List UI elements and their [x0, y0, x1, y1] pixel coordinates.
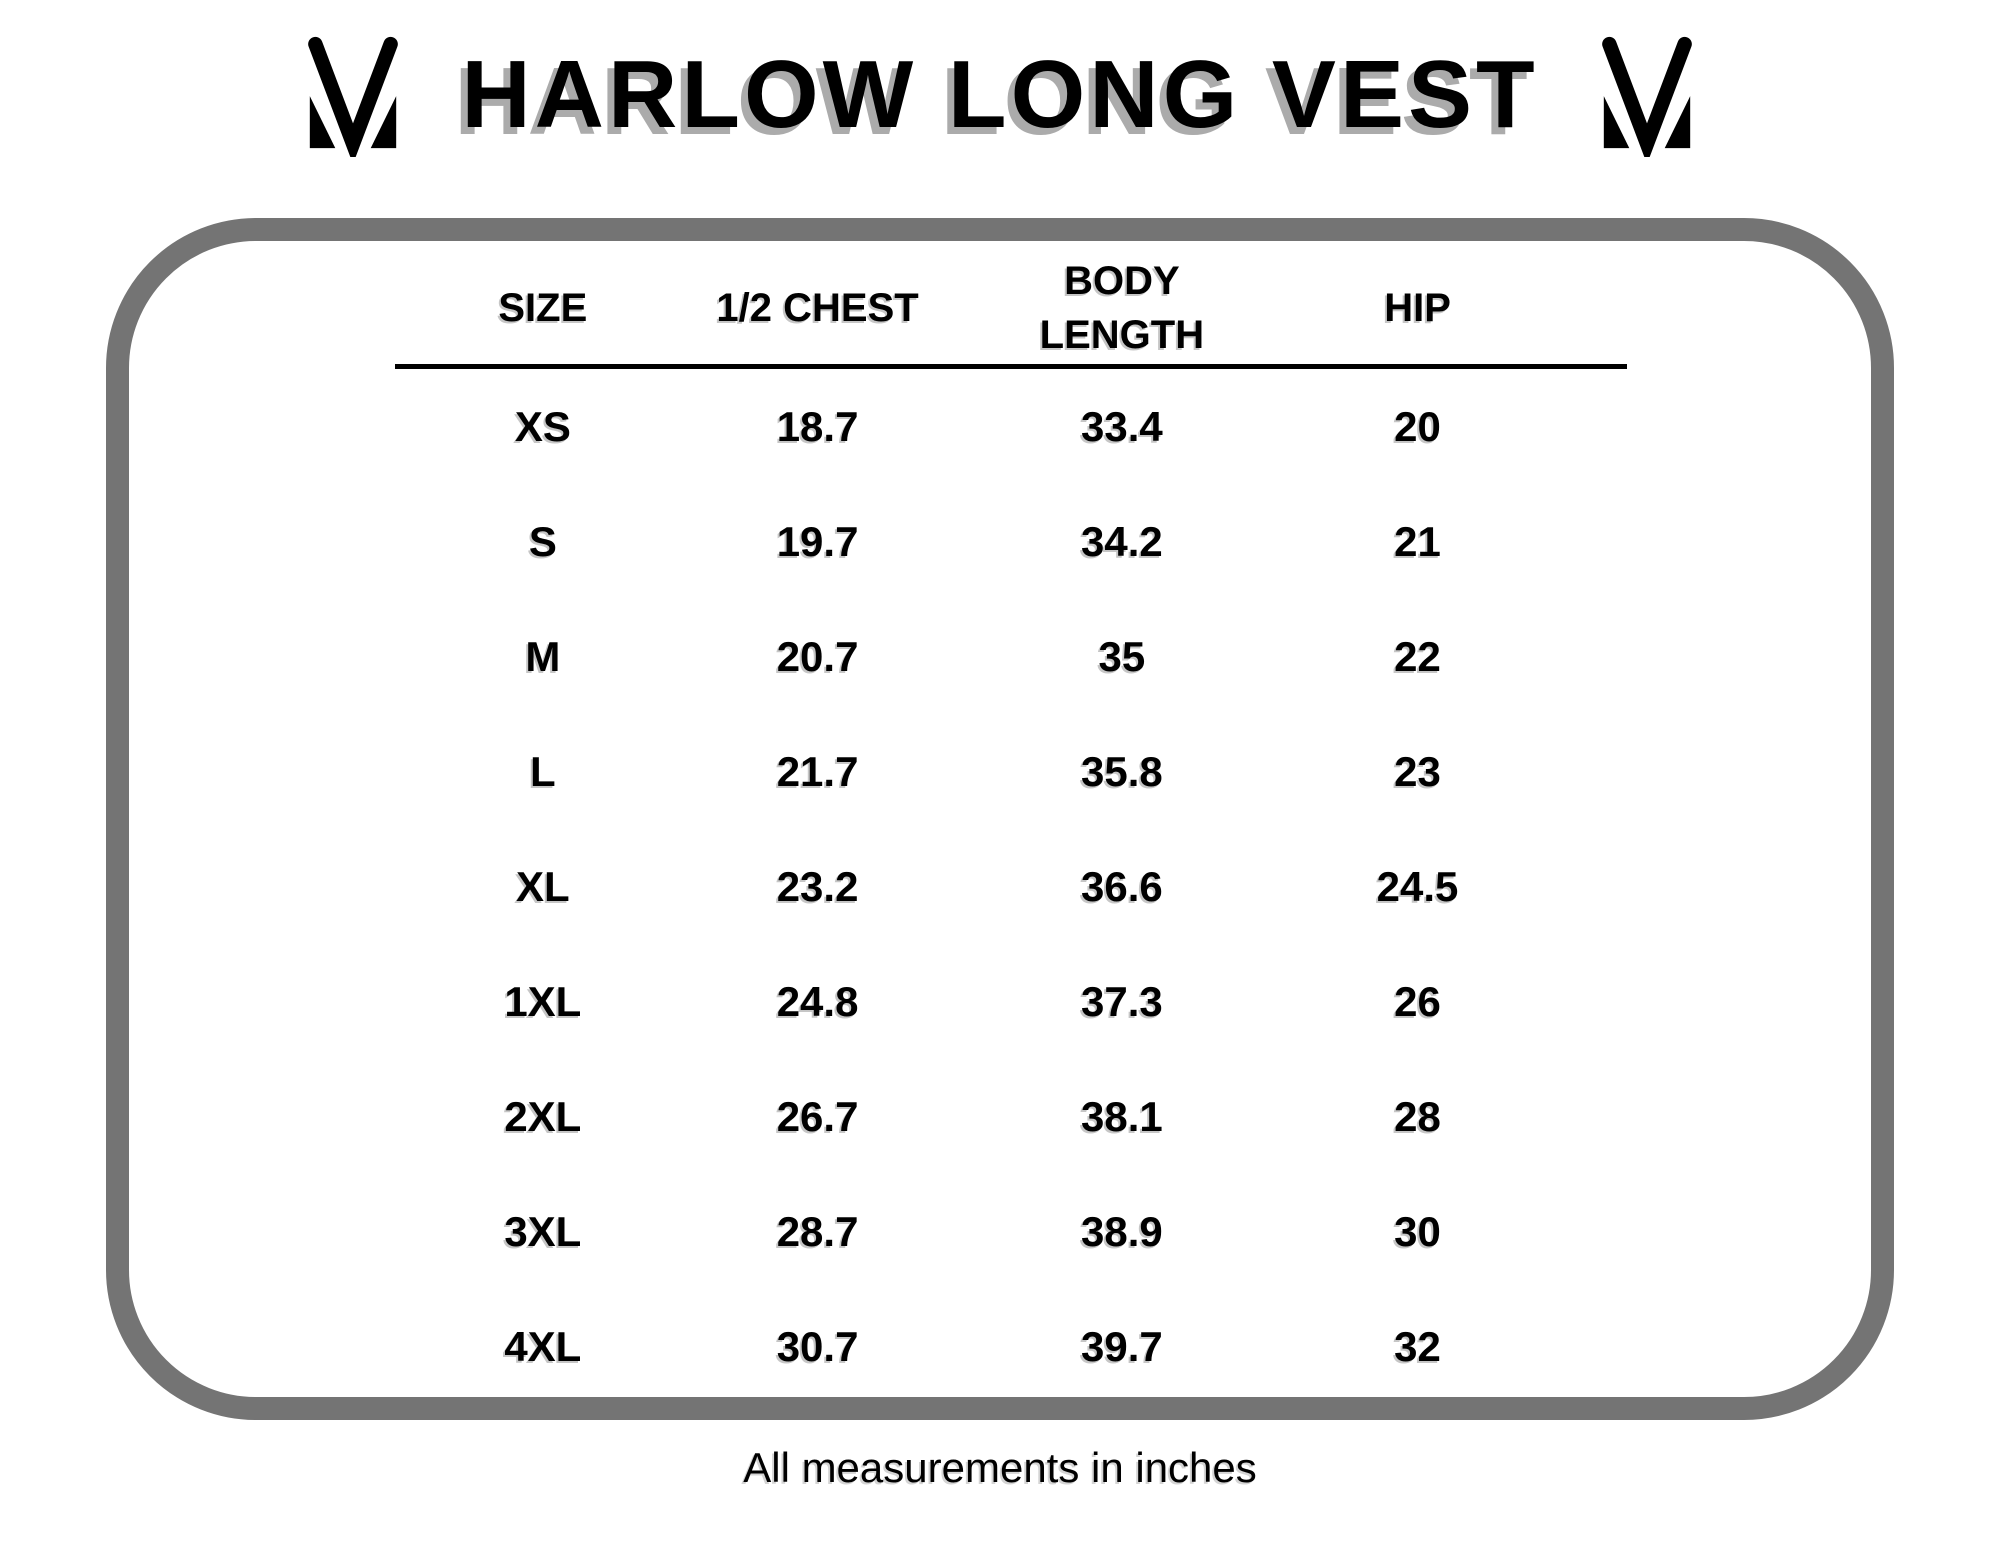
- measurement-value: 22: [1394, 632, 1441, 680]
- size-label: M: [525, 632, 561, 680]
- size-label: 2XL: [504, 1092, 582, 1140]
- size-label: XS: [514, 402, 571, 450]
- measurement-value: 20: [1394, 402, 1441, 450]
- page-title: HARLOW LONG VEST: [461, 40, 1539, 148]
- table-row: 2XL 26.7 38.1 28: [395, 1059, 1627, 1174]
- measurement-value: 38.9: [1080, 1207, 1163, 1255]
- table-row: XL 23.2 36.6 24.5: [395, 829, 1627, 944]
- table-row: XS 18.7 33.4 20: [395, 369, 1627, 484]
- measurement-value: 26: [1394, 977, 1441, 1025]
- measurement-value: 39.7: [1080, 1322, 1163, 1370]
- table-row: 1XL 24.8 37.3 26: [395, 944, 1627, 1059]
- column-header-half-chest: 1/2 CHEST: [716, 286, 919, 330]
- measurement-value: 19.7: [776, 517, 859, 565]
- measurement-value: 24.5: [1376, 862, 1459, 910]
- measurement-value: 34.2: [1080, 517, 1163, 565]
- measurement-value: 23: [1394, 747, 1441, 795]
- table-row: S 19.7 34.2 21: [395, 484, 1627, 599]
- footnote: All measurements in inches: [743, 1444, 1257, 1491]
- measurement-value: 23.2: [776, 862, 859, 910]
- size-table: SIZE 1/2 CHEST BODY LENGTH HIP XS 18.7 33.…: [395, 252, 1627, 1404]
- measurement-value: 21.7: [776, 747, 859, 795]
- size-label: 3XL: [504, 1207, 582, 1255]
- measurement-value: 26.7: [776, 1092, 859, 1140]
- m-monogram-logo-icon: [1591, 33, 1703, 157]
- column-header-hip: HIP: [1384, 286, 1451, 330]
- header-divider: [395, 364, 1627, 369]
- size-label: 1XL: [504, 977, 582, 1025]
- measurement-value: 36.6: [1080, 862, 1163, 910]
- measurement-value: 28: [1394, 1092, 1441, 1140]
- measurement-value: 37.3: [1080, 977, 1163, 1025]
- measurement-value: 33.4: [1080, 402, 1163, 450]
- measurement-value: 32: [1394, 1322, 1441, 1370]
- measurement-value: 35.8: [1080, 747, 1163, 795]
- size-label: XL: [516, 862, 570, 910]
- table-row: 4XL 30.7 39.7 32: [395, 1289, 1627, 1404]
- table-header-row: SIZE 1/2 CHEST BODY LENGTH HIP: [395, 252, 1627, 364]
- table-body: XS 18.7 33.4 20 S 19.7 34.2 21 M 20.7 35 22 L 21.7 35.…: [395, 369, 1627, 1404]
- measurement-value: 21: [1394, 517, 1441, 565]
- table-row: L 21.7 35.8 23: [395, 714, 1627, 829]
- measurement-value: 38.1: [1080, 1092, 1163, 1140]
- size-label: L: [530, 747, 556, 795]
- column-header-size: SIZE: [498, 286, 588, 330]
- table-row: M 20.7 35 22: [395, 599, 1627, 714]
- size-chart-frame: [106, 218, 1894, 1420]
- measurement-value: 18.7: [776, 402, 859, 450]
- measurement-value: 30.7: [776, 1322, 859, 1370]
- measurement-value: 35: [1098, 632, 1146, 680]
- table-row: 3XL 28.7 38.9 30: [395, 1174, 1627, 1289]
- measurement-value: 20.7: [776, 632, 859, 680]
- measurement-value: 30: [1394, 1207, 1441, 1255]
- column-header-body-length: BODY LENGTH: [1039, 259, 1205, 357]
- header: HARLOW LONG VEST: [0, 22, 2000, 167]
- size-label: S: [528, 517, 557, 565]
- measurement-value: 24.8: [776, 977, 859, 1025]
- m-monogram-logo-icon: [297, 33, 409, 157]
- size-label: 4XL: [504, 1322, 582, 1370]
- measurement-value: 28.7: [776, 1207, 859, 1255]
